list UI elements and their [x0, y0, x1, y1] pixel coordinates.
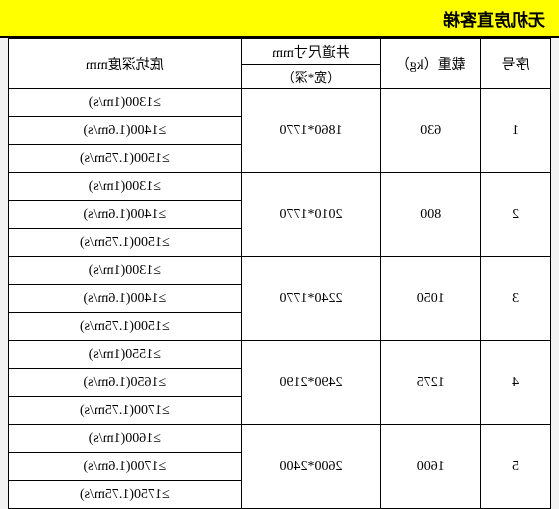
cell-dim: 2490*2190: [241, 341, 381, 425]
cell-seq: 2: [481, 173, 551, 257]
cell-pit: ≥1300(1m/s): [9, 173, 242, 201]
cell-seq: 5: [481, 425, 551, 509]
cell-pit: ≥1500(1.75m/s): [9, 229, 242, 257]
page-title: 无机房直客梯: [443, 6, 545, 31]
cell-dim: 2010*1770: [241, 173, 381, 257]
cell-seq: 1: [481, 89, 551, 173]
cell-pit: ≥1400(1.6m/s): [9, 201, 242, 229]
cell-pit: ≥1400(1.6m/s): [9, 285, 242, 313]
cell-load: 800: [381, 173, 481, 257]
page-wrap: 无机房直客梯 序号载重（kg）井道尺寸mm底坑深度mm（宽*深） 16301860…: [0, 0, 559, 509]
cell-load: 1050: [381, 257, 481, 341]
cell-pit: ≥1500(1.75m/s): [9, 313, 242, 341]
cell-load: 1275: [381, 341, 481, 425]
cell-pit: ≥1300(1m/s): [9, 89, 242, 117]
cell-dim: 2600*2400: [241, 425, 381, 509]
cell-pit: ≥1700(1.75m/s): [9, 397, 242, 425]
header-dim-top: 井道尺寸mm: [241, 39, 381, 65]
cell-pit: ≥1550(1m/s): [9, 341, 242, 369]
title-bar: 无机房直客梯: [0, 0, 559, 38]
cell-pit: ≥1600(1m/s): [9, 425, 242, 453]
cell-pit: ≥1750(1.75m/s): [9, 481, 242, 509]
cell-seq: 4: [481, 341, 551, 425]
header-dim-sub: （宽*深）: [241, 65, 381, 89]
spec-table: 序号载重（kg）井道尺寸mm底坑深度mm（宽*深）16301860*1770≥1…: [8, 38, 551, 509]
cell-load: 630: [381, 89, 481, 173]
header-seq: 序号: [481, 39, 551, 89]
cell-pit: ≥1700(1.6m/s): [9, 453, 242, 481]
cell-pit: ≥1500(1.75m/s): [9, 145, 242, 173]
cell-seq: 3: [481, 257, 551, 341]
cell-dim: 2240*1770: [241, 257, 381, 341]
cell-pit: ≥1650(1.6m/s): [9, 369, 242, 397]
cell-load: 1600: [381, 425, 481, 509]
cell-dim: 1860*1770: [241, 89, 381, 173]
header-load: 载重（kg）: [381, 39, 481, 89]
cell-pit: ≥1400(1.6m/s): [9, 117, 242, 145]
cell-pit: ≥1300(1m/s): [9, 257, 242, 285]
header-pit: 底坑深度mm: [9, 39, 242, 89]
